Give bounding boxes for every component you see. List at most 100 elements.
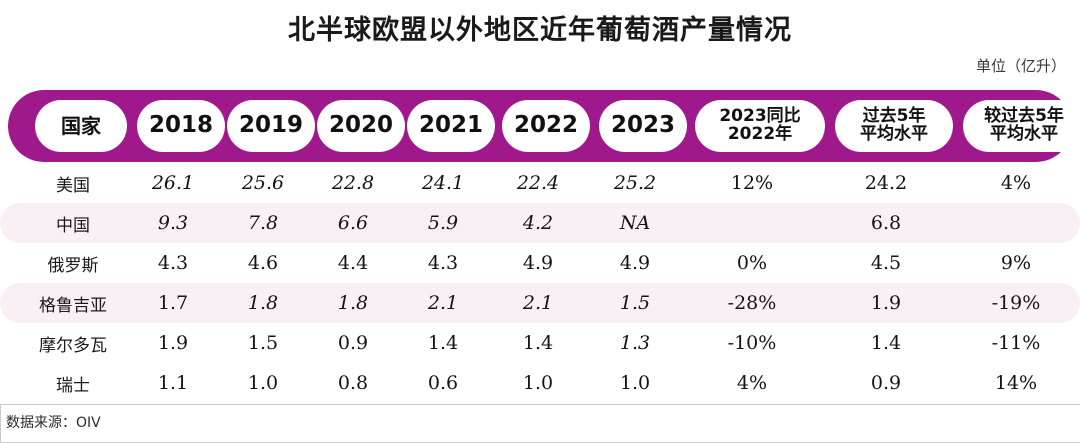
cell-2022: 1.4: [522, 332, 554, 354]
header-cell-2022: 2022: [496, 100, 596, 152]
table-row: 美国 26.1 25.6 22.8 24.1 22.4 25.2 12% 24.…: [0, 163, 1080, 203]
table-header-row: 国家 2018 2019 2020 2021 2022: [8, 90, 1080, 162]
cell-2019: 1.5: [247, 332, 279, 354]
cell-yoy: -28%: [727, 292, 777, 314]
header-pill-2023: 2023: [599, 100, 687, 152]
header-pill-vs-avg5: 较过去5年 平均水平: [963, 100, 1080, 152]
cell-2022: 1.0: [522, 372, 554, 394]
cell-2021: 2.1: [427, 292, 459, 314]
cell-yoy: 4%: [736, 372, 768, 394]
cell-2022: 2.1: [522, 292, 554, 314]
header-pill-2022: 2022: [502, 100, 590, 152]
header-label-avg5-line1: 过去5年: [862, 106, 926, 127]
cell-2023: 25.2: [613, 172, 657, 194]
cell-2019: 7.8: [247, 212, 279, 234]
cell-yoy: 12%: [730, 172, 774, 194]
cell-2020: 4.4: [337, 252, 369, 274]
table-row: 摩尔多瓦 1.9 1.5 0.9 1.4 1.4 1.3 -10% 1.4 -1…: [0, 323, 1080, 363]
cell-2018: 26.1: [151, 172, 195, 194]
table-body: 美国 26.1 25.6 22.8 24.1 22.4 25.2 12% 24.…: [0, 163, 1080, 403]
cell-2019: 1.0: [247, 372, 279, 394]
cell-yoy: 0%: [736, 252, 768, 274]
cell-2019: 1.8: [247, 292, 279, 314]
cell-country: 瑞士: [56, 375, 90, 396]
cell-2022: 4.2: [522, 212, 554, 234]
table-row: 瑞士 1.1 1.0 0.8 0.6 1.0 1.0 4% 0.9 14%: [0, 363, 1080, 403]
cell-vs-avg5: 4%: [1000, 172, 1032, 194]
cell-2019: 4.6: [247, 252, 279, 274]
cell-2021: 4.3: [427, 252, 459, 274]
header-label-2019: 2019: [238, 112, 303, 139]
table-row: 格鲁吉亚 1.7 1.8 1.8 2.1 2.1 1.5 -28% 1.9 -1…: [0, 283, 1080, 323]
cell-avg5: 1.9: [870, 292, 902, 314]
cell-2021: 0.6: [427, 372, 459, 394]
cell-2023: 1.0: [619, 372, 651, 394]
header-pill-2021: 2021: [407, 100, 495, 152]
header-label-2018: 2018: [148, 112, 213, 139]
cell-country: 格鲁吉亚: [39, 295, 107, 316]
cell-2019: 25.6: [241, 172, 285, 194]
cell-2021: 24.1: [421, 172, 465, 194]
cell-2020: 6.6: [337, 212, 369, 234]
header-pill-2018: 2018: [137, 100, 225, 152]
cell-avg5: 24.2: [864, 172, 908, 194]
page-title: 北半球欧盟以外地区近年葡萄酒产量情况: [288, 15, 792, 46]
cell-2020: 0.8: [337, 372, 369, 394]
cell-vs-avg5: 14%: [994, 372, 1038, 394]
cell-country: 中国: [56, 215, 90, 236]
cell-2021: 1.4: [427, 332, 459, 354]
cell-vs-avg5: 9%: [1000, 252, 1032, 274]
cell-2018: 1.1: [157, 372, 189, 394]
header-cell-2023: 2023: [596, 100, 690, 152]
header-label-2022: 2022: [513, 112, 578, 139]
table-row: 俄罗斯 4.3 4.6 4.4 4.3 4.9 4.9 0% 4.5 9%: [0, 243, 1080, 283]
cell-2023: NA: [619, 212, 651, 234]
unit-note: 单位（亿升）: [975, 57, 1066, 75]
cell-avg5: 4.5: [870, 252, 902, 274]
header-pill-2019: 2019: [227, 100, 315, 152]
cell-vs-avg5: -19%: [991, 292, 1041, 314]
header-pill-country: 国家: [35, 100, 127, 152]
header-label-country: 国家: [61, 113, 101, 138]
header-label-2023: 2023: [610, 112, 675, 139]
header-cell-2020: 2020: [316, 100, 406, 152]
header-cell-yoy: 2023同比 2022年: [690, 100, 830, 152]
cell-2022: 4.9: [522, 252, 554, 274]
footer-edge-left: [0, 404, 1, 443]
cell-2018: 9.3: [157, 212, 189, 234]
header-label-2020: 2020: [328, 112, 393, 139]
cell-country: 俄罗斯: [47, 255, 99, 276]
header-cell-2019: 2019: [226, 100, 316, 152]
header-pill-avg5: 过去5年 平均水平: [835, 100, 953, 152]
header-cell-2021: 2021: [406, 100, 496, 152]
cell-vs-avg5: -11%: [991, 332, 1041, 354]
header-cell-country: 国家: [26, 100, 136, 152]
footer-divider: [0, 404, 1080, 405]
table-row: 中国 9.3 7.8 6.6 5.9 4.2 NA 6.8: [0, 203, 1080, 243]
header-cell-avg5: 过去5年 平均水平: [830, 100, 958, 152]
cell-avg5: 0.9: [870, 372, 902, 394]
cell-country: 美国: [56, 175, 90, 196]
cell-country: 摩尔多瓦: [39, 335, 107, 356]
cell-2022: 22.4: [516, 172, 560, 194]
cell-2023: 1.3: [619, 332, 651, 354]
cell-2018: 1.9: [157, 332, 189, 354]
cell-avg5: 6.8: [870, 212, 902, 234]
header-label-2021: 2021: [418, 112, 483, 139]
header-label-yoy-line1: 2023同比: [719, 106, 801, 127]
header-label-avg5-line2: 平均水平: [860, 124, 928, 144]
cell-2023: 4.9: [619, 252, 651, 274]
header-cell-2018: 2018: [136, 100, 226, 152]
cell-2021: 5.9: [427, 212, 459, 234]
cell-2018: 1.7: [157, 292, 189, 314]
source-note: 数据来源：OIV: [6, 415, 101, 431]
header-cell-vs-avg5: 较过去5年 平均水平: [958, 100, 1080, 152]
cell-2023: 1.5: [619, 292, 651, 314]
cell-avg5: 1.4: [870, 332, 902, 354]
cell-2020: 0.9: [337, 332, 369, 354]
cell-2020: 22.8: [331, 172, 375, 194]
cell-2020: 1.8: [337, 292, 369, 314]
header-label-yoy-line2: 2022年: [727, 124, 793, 144]
header-label-vs-avg5-line1: 较过去5年: [984, 106, 1064, 127]
